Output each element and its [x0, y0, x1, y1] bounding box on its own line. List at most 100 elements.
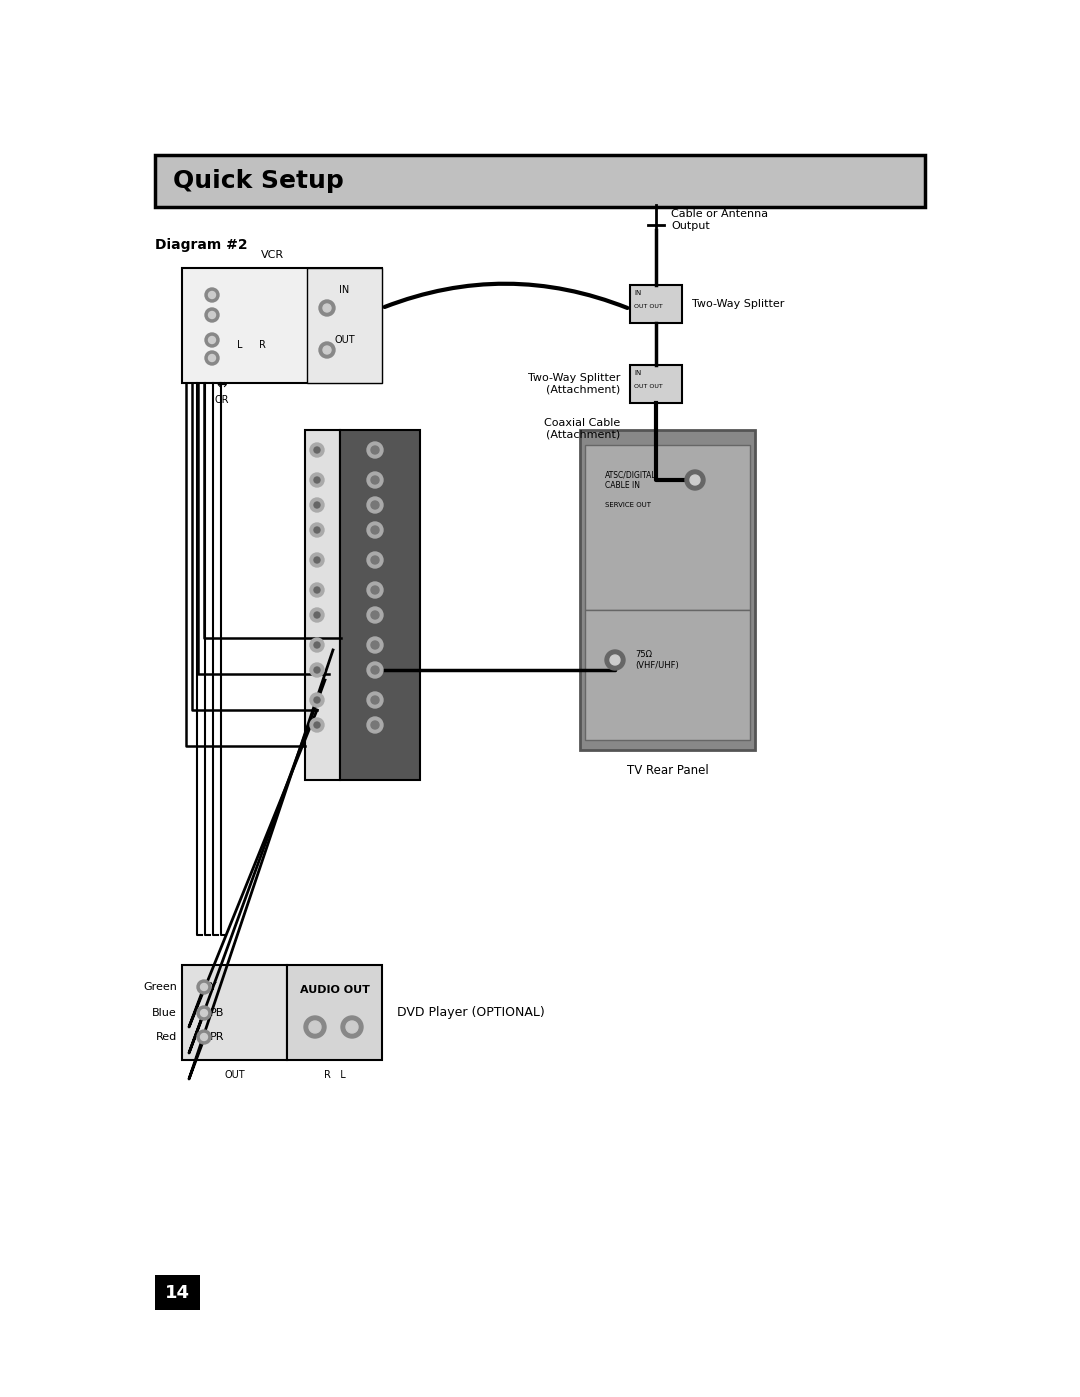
- Circle shape: [314, 697, 320, 703]
- Text: Y: Y: [210, 982, 217, 992]
- Text: Blue: Blue: [152, 1009, 177, 1018]
- Circle shape: [372, 585, 379, 594]
- Circle shape: [314, 722, 320, 728]
- Circle shape: [310, 522, 324, 536]
- Text: Coaxial Cable
(Attachment): Coaxial Cable (Attachment): [543, 418, 620, 440]
- Circle shape: [605, 650, 625, 671]
- Text: IN: IN: [634, 370, 642, 376]
- Text: Red: Red: [156, 1032, 177, 1042]
- Circle shape: [309, 1021, 321, 1032]
- Text: SERVICE OUT: SERVICE OUT: [605, 502, 651, 509]
- Circle shape: [372, 721, 379, 729]
- Circle shape: [319, 342, 335, 358]
- Circle shape: [690, 475, 700, 485]
- Circle shape: [314, 527, 320, 534]
- Text: OUT: OUT: [225, 1070, 245, 1080]
- Circle shape: [323, 346, 330, 353]
- Circle shape: [367, 497, 383, 513]
- Circle shape: [197, 1030, 211, 1044]
- FancyBboxPatch shape: [156, 155, 924, 207]
- Circle shape: [201, 1034, 207, 1041]
- Text: Diagram #2: Diagram #2: [156, 237, 247, 251]
- Circle shape: [205, 288, 219, 302]
- Circle shape: [346, 1021, 357, 1032]
- Circle shape: [205, 351, 219, 365]
- Circle shape: [310, 693, 324, 707]
- Circle shape: [319, 300, 335, 316]
- Text: Two-Way Splitter
(Attachment): Two-Way Splitter (Attachment): [528, 373, 620, 395]
- Text: IN: IN: [634, 291, 642, 296]
- Circle shape: [197, 981, 211, 995]
- Circle shape: [372, 696, 379, 704]
- Circle shape: [310, 664, 324, 678]
- Text: OUT OUT: OUT OUT: [634, 305, 663, 310]
- Circle shape: [367, 608, 383, 623]
- Text: Two-Way Splitter: Two-Way Splitter: [692, 299, 784, 309]
- Circle shape: [372, 641, 379, 650]
- Text: 75Ω
(VHF/UHF): 75Ω (VHF/UHF): [635, 650, 678, 669]
- Circle shape: [372, 610, 379, 619]
- Circle shape: [310, 443, 324, 457]
- Text: R   L: R L: [324, 1070, 346, 1080]
- Circle shape: [208, 355, 216, 362]
- Text: AUDIO OUT: AUDIO OUT: [299, 985, 369, 995]
- Circle shape: [310, 553, 324, 567]
- Text: L: L: [238, 339, 243, 351]
- Circle shape: [685, 469, 705, 490]
- Text: TV Rear Panel: TV Rear Panel: [626, 764, 708, 777]
- Circle shape: [367, 662, 383, 678]
- Circle shape: [205, 307, 219, 321]
- Circle shape: [208, 312, 216, 319]
- Circle shape: [372, 527, 379, 534]
- Circle shape: [208, 292, 216, 299]
- FancyBboxPatch shape: [630, 365, 681, 402]
- Circle shape: [197, 1006, 211, 1020]
- Text: VCR: VCR: [260, 250, 284, 260]
- Circle shape: [372, 446, 379, 454]
- Circle shape: [201, 983, 207, 990]
- Text: OUT OUT: OUT OUT: [634, 384, 663, 390]
- Circle shape: [310, 638, 324, 652]
- Circle shape: [372, 502, 379, 509]
- FancyBboxPatch shape: [585, 610, 750, 740]
- Circle shape: [310, 497, 324, 511]
- Circle shape: [610, 655, 620, 665]
- Circle shape: [367, 552, 383, 569]
- Circle shape: [367, 637, 383, 652]
- Circle shape: [367, 717, 383, 733]
- FancyBboxPatch shape: [340, 430, 420, 780]
- Circle shape: [314, 587, 320, 592]
- Circle shape: [314, 447, 320, 453]
- Circle shape: [367, 522, 383, 538]
- FancyBboxPatch shape: [183, 268, 382, 383]
- Text: DVD Player (OPTIONAL): DVD Player (OPTIONAL): [397, 1006, 544, 1018]
- Text: OR: OR: [215, 395, 229, 405]
- FancyBboxPatch shape: [287, 965, 382, 1060]
- Text: PB: PB: [210, 1009, 225, 1018]
- Text: Quick Setup: Quick Setup: [173, 169, 343, 193]
- FancyBboxPatch shape: [630, 285, 681, 323]
- Circle shape: [341, 1016, 363, 1038]
- Circle shape: [310, 474, 324, 488]
- Text: R: R: [258, 339, 266, 351]
- Circle shape: [367, 441, 383, 458]
- Text: PR: PR: [210, 1032, 225, 1042]
- Circle shape: [303, 1016, 326, 1038]
- Circle shape: [367, 583, 383, 598]
- Circle shape: [310, 718, 324, 732]
- Circle shape: [323, 305, 330, 312]
- Circle shape: [205, 332, 219, 346]
- FancyBboxPatch shape: [585, 446, 750, 610]
- Circle shape: [372, 476, 379, 483]
- Text: Cable or Antenna
Output: Cable or Antenna Output: [671, 210, 768, 231]
- FancyBboxPatch shape: [307, 268, 382, 383]
- Circle shape: [314, 502, 320, 509]
- Text: Green: Green: [144, 982, 177, 992]
- FancyBboxPatch shape: [156, 1275, 200, 1310]
- Circle shape: [372, 556, 379, 564]
- Circle shape: [310, 608, 324, 622]
- Circle shape: [314, 557, 320, 563]
- Circle shape: [314, 643, 320, 648]
- Text: OUT: OUT: [334, 335, 355, 345]
- Circle shape: [372, 666, 379, 673]
